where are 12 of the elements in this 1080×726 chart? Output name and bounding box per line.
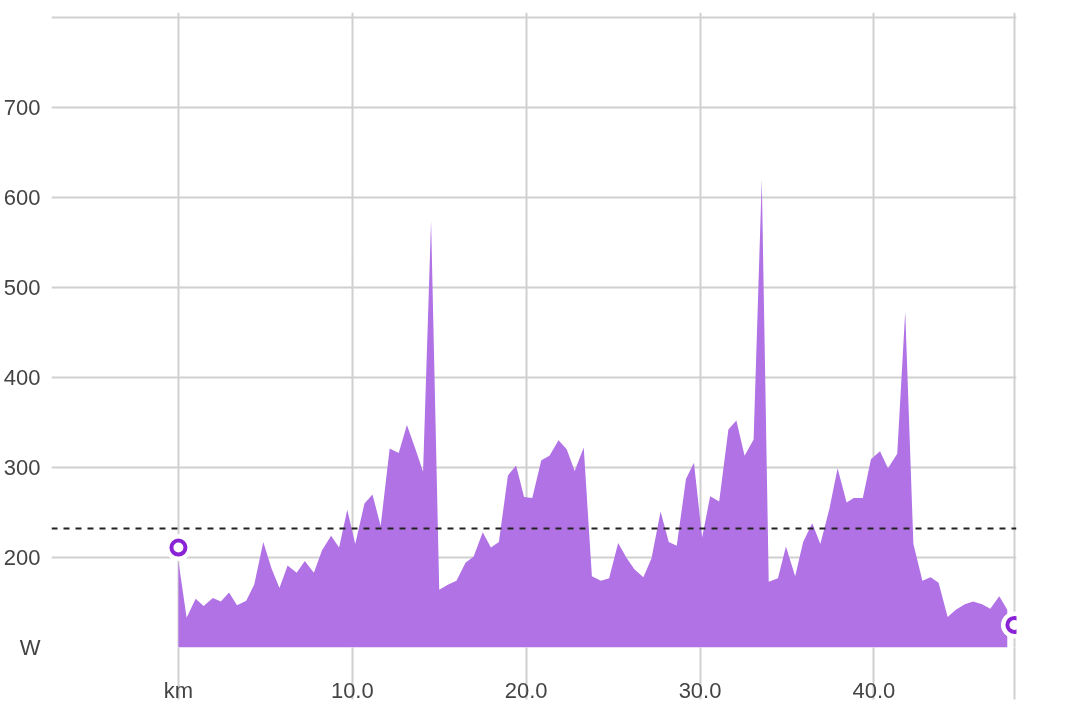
y-tick-label: 700	[3, 94, 41, 120]
x-tick-label: 30.0	[678, 677, 722, 703]
y-tick-label: W	[19, 635, 41, 660]
x-tick-label: 40.0	[852, 677, 896, 703]
y-tick-label: 500	[3, 274, 41, 300]
x-tick-label: 10.0	[330, 677, 374, 703]
y-tick-label: 600	[3, 184, 41, 210]
x-tick-label: 20.0	[504, 677, 548, 703]
y-tick-label: 200	[3, 544, 41, 570]
x-tick-label: km	[163, 677, 194, 703]
y-tick-label: 300	[3, 454, 41, 480]
y-tick-label: 400	[3, 364, 41, 390]
